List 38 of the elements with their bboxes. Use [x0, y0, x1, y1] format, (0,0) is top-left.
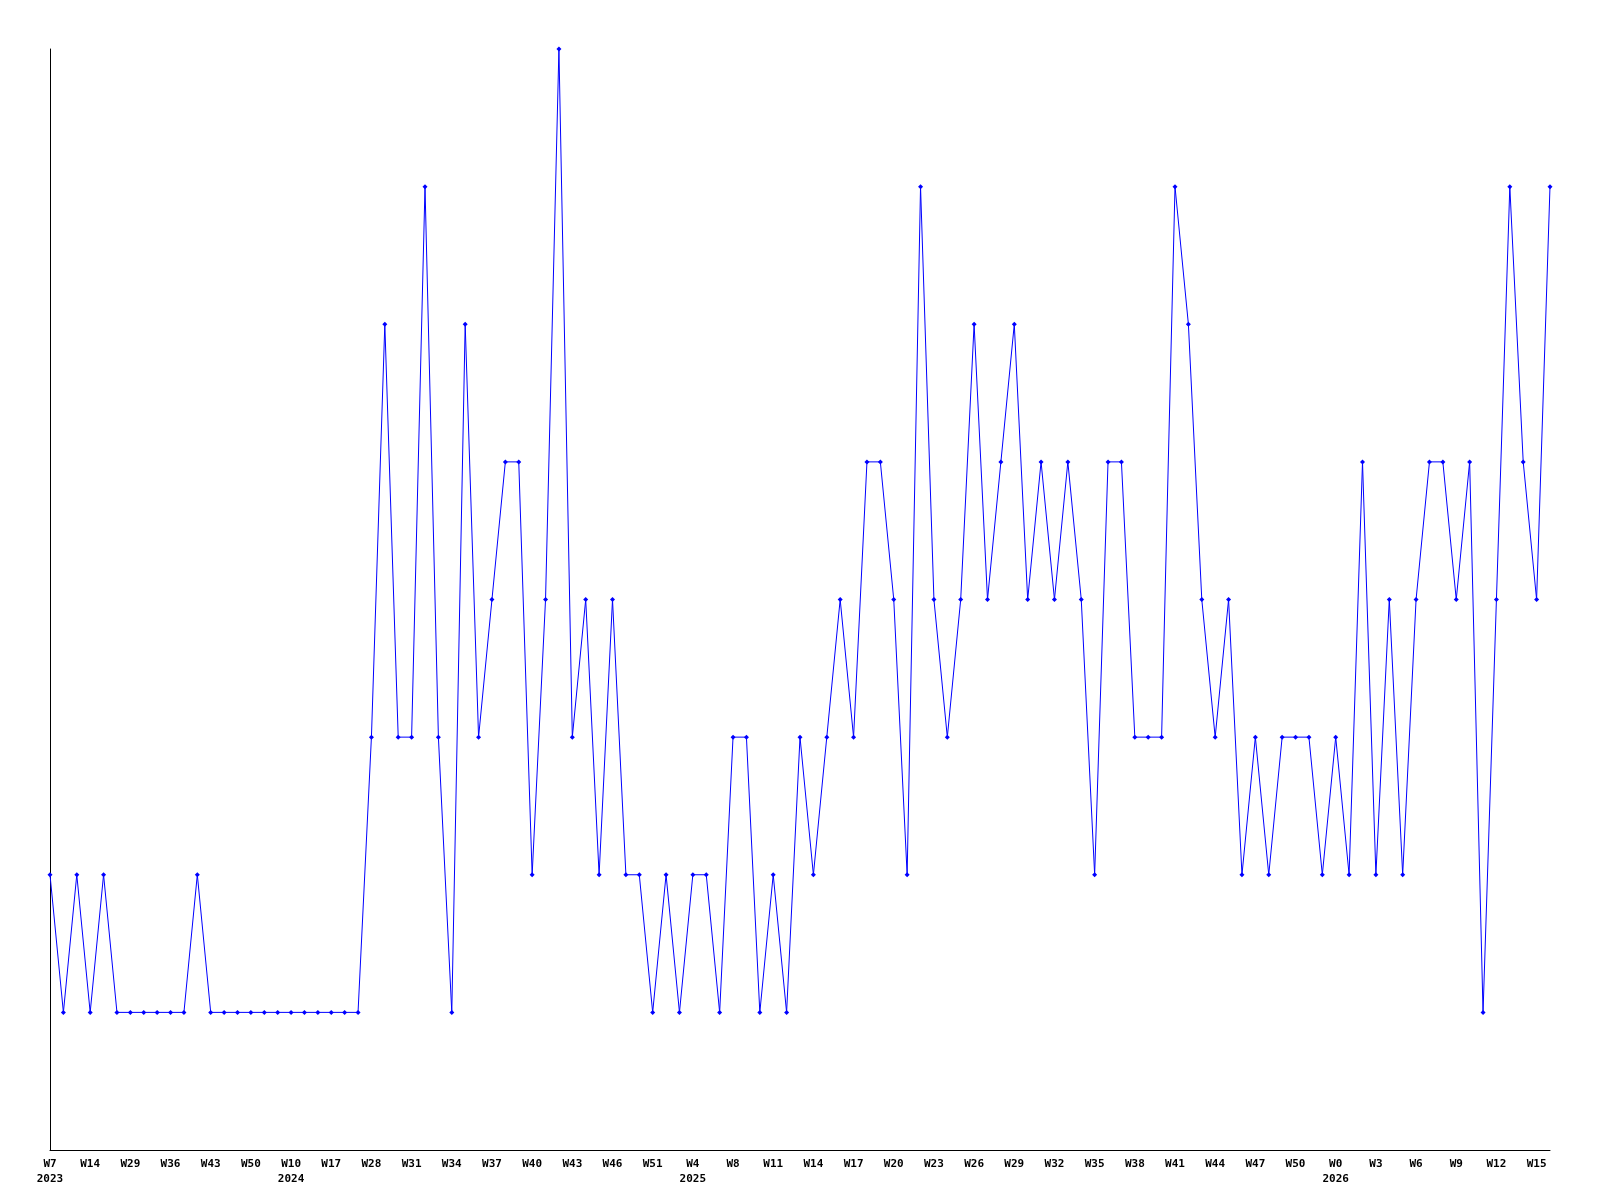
x-tick-label: W43	[200, 1157, 221, 1170]
x-tick-label: W34	[441, 1157, 463, 1170]
x-tick-label: W10 2024	[277, 1157, 305, 1185]
x-tick-label: W6	[1409, 1157, 1424, 1170]
x-tick-label: W26	[964, 1157, 985, 1170]
x-tick-label: W36	[160, 1157, 181, 1170]
x-tick-label: W9	[1449, 1157, 1463, 1170]
x-tick-label: W7 2023	[36, 1157, 64, 1185]
x-tick-label: W44	[1205, 1157, 1226, 1170]
x-tick-label: W50	[1285, 1157, 1306, 1170]
x-tick-label: W4 2025	[679, 1157, 707, 1185]
x-tick-label: W8	[726, 1157, 740, 1170]
x-tick-label: W35	[1084, 1157, 1105, 1170]
x-tick-label: W43	[562, 1157, 583, 1170]
x-tick-label: W51	[642, 1157, 663, 1170]
x-tick-label: W14	[80, 1157, 101, 1170]
x-tick-label: W31	[401, 1157, 422, 1170]
x-tick-label: W37	[482, 1157, 502, 1170]
x-tick-label: W23	[923, 1157, 944, 1170]
x-tick-label: W50	[240, 1157, 261, 1170]
x-tick-label: W28	[361, 1157, 382, 1170]
x-tick-label: W41	[1165, 1157, 1186, 1170]
x-tick-label: W3	[1369, 1157, 1383, 1170]
x-tick-label: W32	[1044, 1157, 1065, 1170]
x-tick-label: W11	[763, 1157, 784, 1170]
x-tick-label: W38	[1124, 1157, 1145, 1170]
x-tick-label: W17	[843, 1157, 864, 1170]
x-tick-label: W17	[321, 1157, 342, 1170]
x-tick-label: W29	[120, 1157, 141, 1170]
x-tick-label: W14	[803, 1157, 824, 1170]
x-tick-label: W0 2026	[1322, 1157, 1350, 1185]
x-tick-label: W40	[522, 1157, 543, 1170]
x-tick-label: W29	[1004, 1157, 1025, 1170]
x-tick-label: W20	[883, 1157, 904, 1170]
x-tick-label: W46	[602, 1157, 623, 1170]
x-tick-label: W47	[1245, 1157, 1266, 1170]
x-tick-label: W12	[1486, 1157, 1507, 1170]
x-tick-label: W15	[1526, 1157, 1547, 1170]
